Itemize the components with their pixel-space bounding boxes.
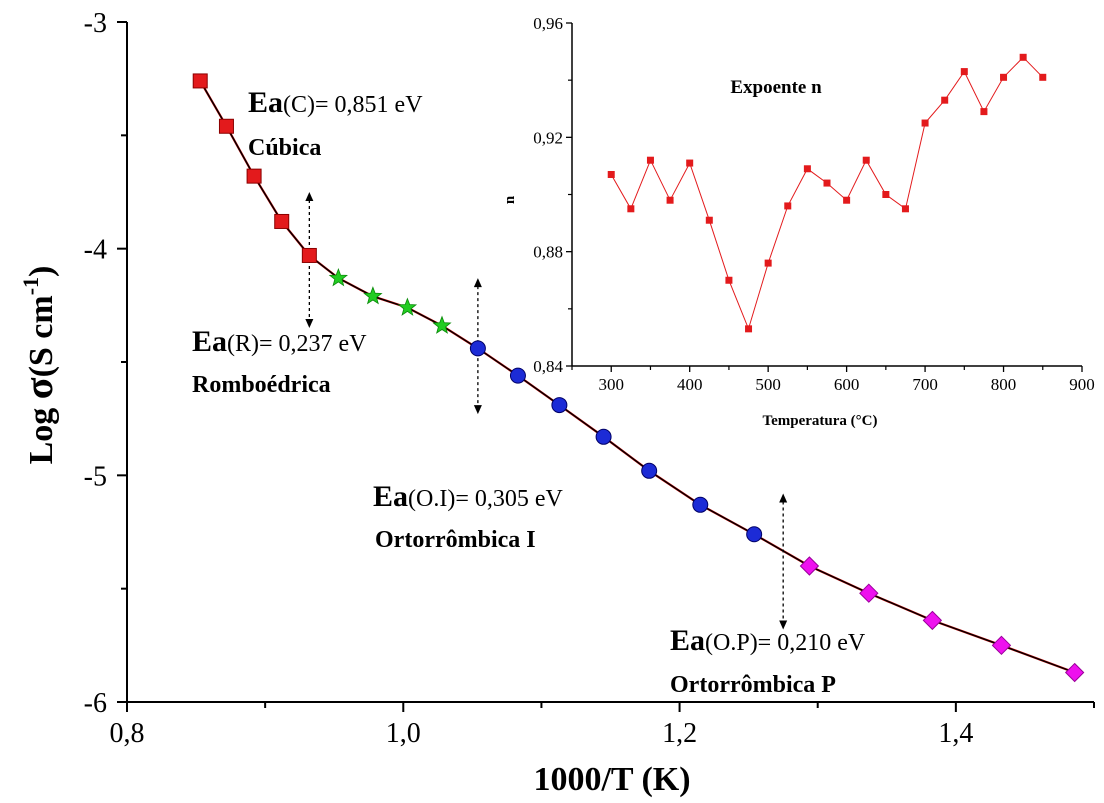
inset-y-tick-label: 0,92 <box>533 128 563 147</box>
annotation-rhombohedral: Ea(R)= 0,237 eV Romboédrica <box>192 325 367 398</box>
inset-data-point <box>1019 53 1027 61</box>
inset-y-tick-label: 0,88 <box>533 243 563 262</box>
y-tick-label: -4 <box>84 235 107 266</box>
data-point-cubic <box>192 73 208 89</box>
data-point-orthorhombic-i <box>641 462 658 479</box>
data-point-orthorhombic-i <box>692 496 709 513</box>
svg-text:Ortorrômbica I: Ortorrômbica I <box>375 527 536 553</box>
y-tick-label: -6 <box>84 688 107 719</box>
y-axis-label: Log σ(S cm-1) <box>16 266 61 465</box>
inset-data-point <box>1039 73 1047 81</box>
svg-text:Ea(O.P)= 0,210 eV: Ea(O.P)= 0,210 eV <box>670 624 866 657</box>
arrow-head-down <box>305 319 314 328</box>
inset-data-point <box>921 119 929 127</box>
annotation-orthorhombic-i: Ea(O.I)= 0,305 eV Ortorrômbica I <box>373 480 564 553</box>
inset-data-point <box>843 196 851 204</box>
data-point-rhombohedral <box>363 286 383 305</box>
data-point-orthorhombic-p <box>859 583 879 603</box>
svg-text:Ea(R)= 0,237 eV: Ea(R)= 0,237 eV <box>192 325 367 358</box>
inset-data-point <box>627 205 635 213</box>
inset-data-point <box>980 108 988 116</box>
inset-data-point <box>764 259 772 267</box>
x-tick-label: 1,0 <box>386 718 421 749</box>
annotation-orthorhombic-p: Ea(O.P)= 0,210 eV Ortorrômbica P <box>670 624 866 698</box>
data-point-orthorhombic-i <box>551 397 568 414</box>
inset-data-point <box>1000 73 1008 81</box>
inset-data-point <box>666 196 674 204</box>
inset-y-tick-label: 0,96 <box>533 14 563 33</box>
inset-x-tick-label: 700 <box>912 375 938 394</box>
inset-data-point <box>725 276 733 284</box>
inset-data-point <box>705 216 713 224</box>
inset-data-point <box>960 68 968 76</box>
data-point-orthorhombic-p <box>799 556 820 576</box>
arrow-head-up <box>305 192 314 201</box>
inset-data-point <box>745 325 753 333</box>
inset-data-point <box>882 191 890 198</box>
inset-title: Expoente n <box>730 77 822 98</box>
svg-text:Ortorrômbica P: Ortorrômbica P <box>670 672 836 698</box>
inset-data-point <box>646 156 654 164</box>
fit-curve-black <box>199 80 1075 674</box>
data-point-orthorhombic-p <box>922 610 943 631</box>
arrow-head-up <box>473 278 482 288</box>
inset-data-point <box>901 205 909 213</box>
svg-text:Ea(C)= 0,851 eV: Ea(C)= 0,851 eV <box>248 86 423 119</box>
inset-data-point <box>686 159 694 167</box>
arrow-head-down <box>779 620 788 630</box>
inset-y-tick-label: 0,84 <box>533 357 563 376</box>
arrow-head-down <box>473 405 482 415</box>
inset-data-point <box>607 170 615 178</box>
data-point-cubic <box>218 118 234 134</box>
inset-data-point <box>941 96 949 104</box>
annotation-cubic: Ea(C)= 0,851 eV Cúbica <box>248 86 423 161</box>
data-point-cubic <box>274 213 290 229</box>
x-tick-label: 1,2 <box>662 718 697 749</box>
data-point-cubic <box>246 168 262 184</box>
inset-plot: 300 400 500 600 700 800 900 0,84 0,88 0,92 0,96 <box>533 14 1095 394</box>
x-tick-label: 1,4 <box>938 718 973 749</box>
data-point-orthorhombic-i <box>595 428 612 445</box>
main-plot: 0,8 1,0 1,2 1,4 -3 -4 -5 -6 <box>84 8 1095 749</box>
inset-y-axis-label: n <box>502 195 518 204</box>
data-point-orthorhombic-i <box>469 340 486 357</box>
x-tick-label: 0,8 <box>110 718 145 749</box>
data-point-rhombohedral <box>432 315 452 334</box>
inset-data-point <box>823 179 831 187</box>
y-tick-label: -3 <box>84 8 107 39</box>
x-axis-label: 1000/T (K) <box>533 761 690 798</box>
fit-curve-red <box>199 80 1076 674</box>
data-point-orthorhombic-i <box>509 367 526 384</box>
inset-data-point <box>784 202 792 210</box>
arrow-head-up <box>779 493 788 503</box>
inset-x-tick-label: 800 <box>991 375 1017 394</box>
inset-x-tick-label: 900 <box>1069 375 1095 394</box>
inset-data-point <box>803 165 811 173</box>
y-tick-label: -5 <box>84 461 107 492</box>
data-point-rhombohedral <box>397 297 418 316</box>
data-point-cubic <box>301 247 317 263</box>
inset-data-point <box>862 156 870 164</box>
data-point-orthorhombic-i <box>746 526 763 543</box>
data-point-rhombohedral <box>328 267 348 287</box>
data-point-orthorhombic-p <box>991 635 1012 656</box>
inset-x-tick-label: 300 <box>598 375 624 394</box>
inset-x-tick-label: 500 <box>755 375 781 394</box>
svg-text:Romboédrica: Romboédrica <box>192 372 331 398</box>
data-point-orthorhombic-p <box>1064 662 1085 683</box>
svg-text:Cúbica: Cúbica <box>248 135 321 161</box>
inset-x-axis-label: Temperatura (°C) <box>762 413 877 429</box>
inset-series-line <box>610 56 1044 331</box>
inset-x-tick-label: 600 <box>834 375 860 394</box>
inset-x-tick-label: 400 <box>677 375 703 394</box>
svg-text:Ea(O.I)= 0,305 eV: Ea(O.I)= 0,305 eV <box>373 480 564 513</box>
